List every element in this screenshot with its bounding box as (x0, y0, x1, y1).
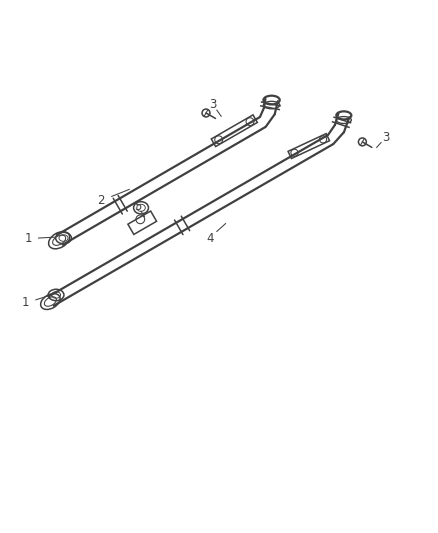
Text: 4: 4 (206, 231, 214, 245)
Text: 1: 1 (21, 296, 29, 309)
Text: 3: 3 (209, 98, 216, 111)
Text: 2: 2 (97, 195, 105, 207)
Text: 5: 5 (134, 199, 141, 213)
Text: 1: 1 (25, 231, 32, 245)
Text: 3: 3 (382, 131, 389, 144)
